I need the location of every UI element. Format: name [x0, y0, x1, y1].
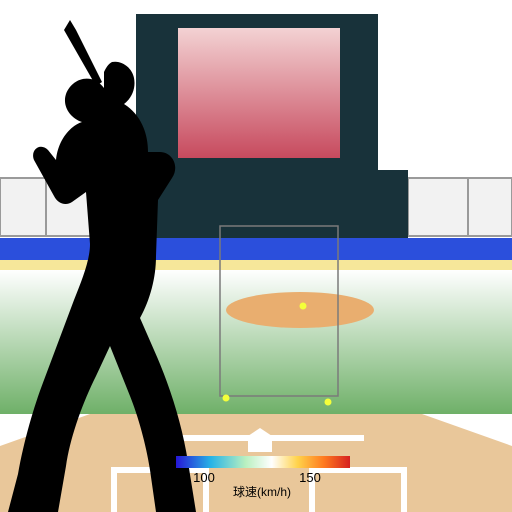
pitch-location-chart: 100 150 球速(km/h) — [0, 0, 512, 512]
stands-block — [408, 178, 468, 236]
pitch-marker — [223, 395, 230, 402]
legend-tick: 100 — [193, 470, 215, 485]
stands-block — [0, 178, 46, 236]
speed-legend-bar — [176, 456, 350, 468]
legend-tick: 150 — [299, 470, 321, 485]
pitchers-mound — [226, 292, 374, 328]
pitch-marker — [325, 399, 332, 406]
warning-track — [0, 260, 512, 270]
pitch-marker — [300, 303, 307, 310]
scoreboard-screen — [178, 28, 340, 158]
legend-axis-label: 球速(km/h) — [233, 485, 291, 499]
stands-block — [468, 178, 512, 236]
outfield-fence — [0, 238, 512, 260]
